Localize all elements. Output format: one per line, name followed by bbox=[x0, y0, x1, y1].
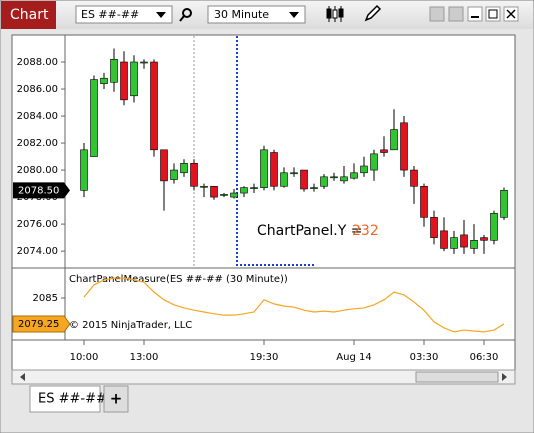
y-tick-label: 2085 bbox=[33, 293, 58, 304]
candle-body bbox=[270, 152, 278, 187]
measure-line bbox=[236, 36, 315, 266]
candle-body bbox=[140, 61, 148, 64]
x-tick-label: 10:00 bbox=[70, 352, 99, 363]
title-tab bbox=[1, 1, 56, 29]
candle-body bbox=[200, 185, 208, 188]
candle-body bbox=[170, 169, 178, 180]
last-value-tag bbox=[12, 315, 71, 333]
last-price-label: 2078.50 bbox=[18, 185, 59, 196]
candle-body bbox=[330, 176, 338, 179]
last-value-label: 2079.25 bbox=[18, 319, 59, 330]
annotation-value: 232 bbox=[352, 223, 379, 239]
candle-body bbox=[480, 237, 488, 241]
y-tick-label: 2084.00 bbox=[17, 111, 58, 122]
watermark: © 2015 NinjaTrader, LLC bbox=[69, 320, 192, 331]
candle-body bbox=[240, 187, 248, 194]
candle-body bbox=[390, 129, 398, 151]
candle-body bbox=[230, 192, 238, 198]
instrument-tab[interactable] bbox=[29, 385, 101, 413]
indicator-line bbox=[83, 277, 505, 333]
candle-body bbox=[470, 240, 478, 249]
x-tick-label: 03:30 bbox=[410, 352, 439, 363]
candle-body bbox=[260, 149, 268, 188]
y-tick-label: 2082.00 bbox=[17, 138, 58, 149]
dropdown-arrow bbox=[289, 12, 299, 18]
window-title: Chart bbox=[10, 7, 49, 23]
candle-body bbox=[430, 217, 438, 238]
candle-body bbox=[350, 172, 358, 179]
candle-body bbox=[490, 212, 498, 241]
candle-body bbox=[420, 185, 428, 218]
candle-body bbox=[320, 176, 328, 187]
x-tick-label: Aug 14 bbox=[336, 352, 371, 363]
chart-area bbox=[11, 34, 516, 385]
candle-body bbox=[380, 149, 388, 153]
add-tab-label: + bbox=[110, 390, 123, 408]
y-tick-label: 2076.00 bbox=[17, 219, 58, 230]
add-tab-button[interactable] bbox=[103, 385, 129, 413]
candle-body bbox=[150, 61, 158, 151]
dropdown-arrow bbox=[156, 12, 166, 18]
candle-body bbox=[410, 169, 418, 187]
candle-body bbox=[280, 172, 288, 187]
interval-selector[interactable] bbox=[207, 5, 306, 24]
scroll-thumb[interactable] bbox=[415, 371, 499, 383]
candle-body bbox=[440, 230, 448, 249]
search-icon[interactable] bbox=[179, 8, 192, 22]
maximize-button[interactable] bbox=[485, 6, 501, 22]
y-tick-label: 2080.00 bbox=[17, 165, 58, 176]
minimize-button[interactable] bbox=[467, 6, 483, 22]
candle-body bbox=[400, 122, 408, 171]
instrument-text: ES ##-## bbox=[81, 8, 139, 21]
candle-body bbox=[180, 163, 188, 174]
instrument-selector[interactable] bbox=[75, 5, 173, 24]
candle-body bbox=[500, 190, 508, 218]
chart-style-icon[interactable] bbox=[326, 6, 344, 22]
candle-body bbox=[120, 61, 128, 101]
candle-body bbox=[460, 234, 468, 248]
close-button[interactable] bbox=[503, 6, 519, 22]
window-button[interactable] bbox=[448, 6, 464, 22]
x-tick-label: 19:30 bbox=[250, 352, 279, 363]
x-tick-label: 06:30 bbox=[470, 352, 499, 363]
indicator-title: ChartPanelMeasure(ES ##-## (30 Minute)) bbox=[69, 274, 288, 285]
scroll-right[interactable] bbox=[502, 373, 507, 381]
candle-body bbox=[250, 187, 258, 189]
candle-body bbox=[190, 163, 198, 187]
candle-body bbox=[130, 61, 138, 97]
annotation-text: ChartPanel.Y = bbox=[257, 223, 362, 239]
candle-body bbox=[110, 59, 118, 83]
candle-body bbox=[80, 149, 88, 191]
candle-body bbox=[220, 194, 228, 196]
scrollbar[interactable] bbox=[11, 369, 516, 385]
interval-text: 30 Minute bbox=[214, 8, 269, 21]
candle-body bbox=[160, 149, 168, 182]
y-tick-label: 2088.00 bbox=[17, 57, 58, 68]
candle-body bbox=[370, 153, 378, 171]
tab-label: ES ##-## bbox=[38, 392, 107, 407]
drawing-tool-icon[interactable] bbox=[364, 4, 382, 22]
candle-body bbox=[360, 165, 368, 174]
candle-body bbox=[210, 185, 218, 198]
candle-body bbox=[300, 169, 308, 190]
x-tick-label: 13:00 bbox=[130, 352, 159, 363]
y-tick-label: 2086.00 bbox=[17, 84, 58, 95]
candle-body bbox=[450, 237, 458, 249]
y-tick-label: 2074.00 bbox=[17, 246, 58, 257]
candle-body bbox=[90, 79, 98, 157]
scroll-left[interactable] bbox=[20, 373, 25, 381]
last-price-tag bbox=[13, 182, 70, 199]
window-button[interactable] bbox=[429, 6, 445, 22]
candle-body bbox=[310, 187, 318, 189]
candle-body bbox=[340, 176, 348, 182]
candle-body bbox=[290, 172, 298, 175]
candle-body bbox=[100, 77, 108, 84]
